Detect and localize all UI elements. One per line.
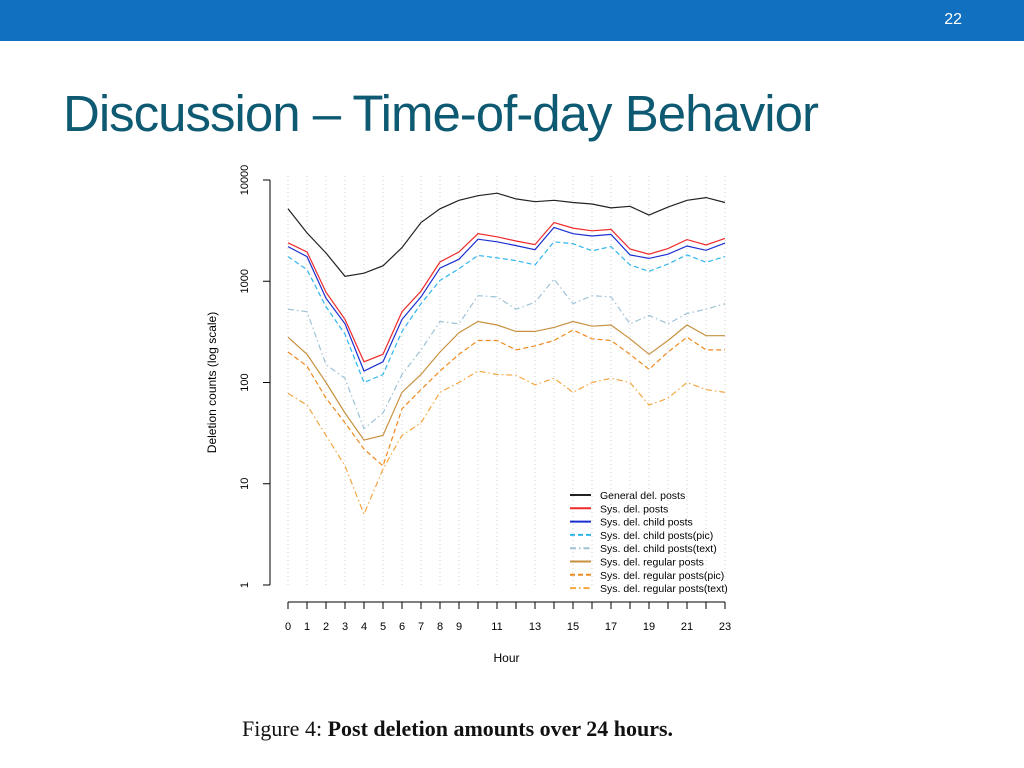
series-line-5 [287,278,726,430]
series-line-1 [287,192,726,277]
series-line-3 [287,226,726,372]
legend-label: General del. posts [600,490,685,502]
x-tick-label: 1 [304,621,310,633]
y-tick-label: 10 [239,478,251,490]
x-tick-label: 5 [380,621,386,633]
x-tick-label: 6 [399,621,405,633]
y-tick-label: 1000 [239,269,251,293]
slide-number: 22 [944,11,962,28]
caption-text: Post deletion amounts over 24 hours. [327,716,674,741]
x-tick-label: 4 [361,621,367,633]
legend-label: Sys. del. child posts(text) [600,543,717,555]
legend-label: Sys. del. regular posts [600,557,704,569]
top-bar: 22 [0,0,1024,41]
x-tick-label: 3 [342,621,348,633]
x-tick-label: 17 [605,621,617,633]
x-axis-label: Hour [493,651,519,665]
x-tick-label: 21 [681,621,693,633]
figure-caption: Figure 4: Post deletion amounts over 24 … [242,716,673,742]
grid-lines [287,176,726,585]
y-axis-label: Deletion counts (log scale) [205,312,219,453]
x-tick-label: 19 [643,621,655,633]
series-line-8 [287,370,726,516]
x-tick-label: 23 [719,621,731,633]
y-tick-label: 1 [239,582,251,588]
x-tick-label: 13 [529,621,541,633]
series-line-7 [287,329,725,467]
series-line-6 [287,320,725,441]
series-lines [287,192,726,516]
x-tick-label: 2 [323,621,329,633]
y-tick-label: 100 [239,373,251,391]
x-tick-label: 15 [567,621,579,633]
legend-label: Sys. del. posts [600,503,668,515]
y-tick-label: 10000 [239,165,251,196]
series-line-2 [287,221,726,363]
legend-label: Sys. del. regular posts(pic) [600,570,724,582]
x-tick-label: 0 [285,621,291,633]
slide-title: Discussion – Time-of-day Behavior [63,85,819,142]
x-ticks: 0 1 2 3 4 5 6 7 8 9 11 13 15 17 19 21 23 [285,602,731,633]
x-tick-label: 9 [456,621,462,633]
legend-label: Sys. del. regular posts(text) [600,583,728,595]
y-ticks: 1 10 100 1000 10000 [239,165,270,588]
legend-label: Sys. del. child posts [600,517,693,529]
x-tick-label: 8 [437,621,443,633]
caption-label: Figure 4: [242,716,323,741]
x-tick-label: 11 [491,621,502,633]
series-line-4 [287,241,726,384]
x-tick-label: 7 [418,621,424,633]
legend-label: Sys. del. child posts(pic) [600,530,713,542]
